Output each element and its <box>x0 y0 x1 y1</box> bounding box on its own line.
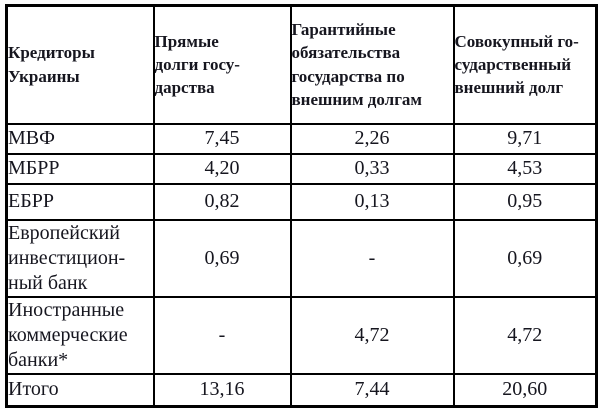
table-row: ЕБРР 0,82 0,13 0,95 <box>5 182 598 221</box>
table-header-row: Кредиторы Украины Прямые долги госу- дар… <box>5 4 598 125</box>
table-row: МБРР 4,20 0,33 4,53 <box>5 152 598 185</box>
table-cell: 13,16 <box>152 372 292 408</box>
table-total-row: Итого 13,16 7,44 20,60 <box>5 372 598 408</box>
table-cell: 7,45 <box>152 122 292 155</box>
creditors-table: Кредиторы Украины Прямые долги госу- дар… <box>5 4 598 408</box>
table-cell: 0,95 <box>452 182 598 221</box>
table-cell: 0,13 <box>289 182 455 221</box>
table-cell: 4,20 <box>152 152 292 185</box>
header-direct-debt: Прямые долги госу- дарства <box>152 4 292 125</box>
row-label-imf: МВФ <box>5 122 155 155</box>
row-label-foreign-commercial-banks: Иностранные коммерческие банки* <box>5 295 155 375</box>
row-label-eib: Европейский инвестицион- ный банк <box>5 218 155 298</box>
row-label-total: Итого <box>5 372 155 408</box>
table-cell: 4,53 <box>452 152 598 185</box>
table-cell: 4,72 <box>452 295 598 375</box>
table-cell: - <box>289 218 455 298</box>
table-cell: 0,69 <box>152 218 292 298</box>
table-cell: 4,72 <box>289 295 455 375</box>
creditors-table-container: Кредиторы Украины Прямые долги госу- дар… <box>5 4 598 408</box>
table-row: Иностранные коммерческие банки* - 4,72 4… <box>5 295 598 375</box>
row-label-ebrd: ЕБРР <box>5 182 155 221</box>
table-cell: 20,60 <box>452 372 598 408</box>
table-cell: 9,71 <box>452 122 598 155</box>
header-creditors: Кредиторы Украины <box>5 4 155 125</box>
table-cell: 0,33 <box>289 152 455 185</box>
table-cell: - <box>152 295 292 375</box>
row-label-ibrd: МБРР <box>5 152 155 185</box>
header-total-external-debt: Совокупный го- сударственный внешний дол… <box>452 4 598 125</box>
table-cell: 2,26 <box>289 122 455 155</box>
header-guarantee-obligations: Гарантийные обязательства государства по… <box>289 4 455 125</box>
table-row: МВФ 7,45 2,26 9,71 <box>5 122 598 155</box>
table-row: Европейский инвестицион- ный банк 0,69 -… <box>5 218 598 298</box>
table-cell: 0,82 <box>152 182 292 221</box>
table-cell: 7,44 <box>289 372 455 408</box>
table-cell: 0,69 <box>452 218 598 298</box>
